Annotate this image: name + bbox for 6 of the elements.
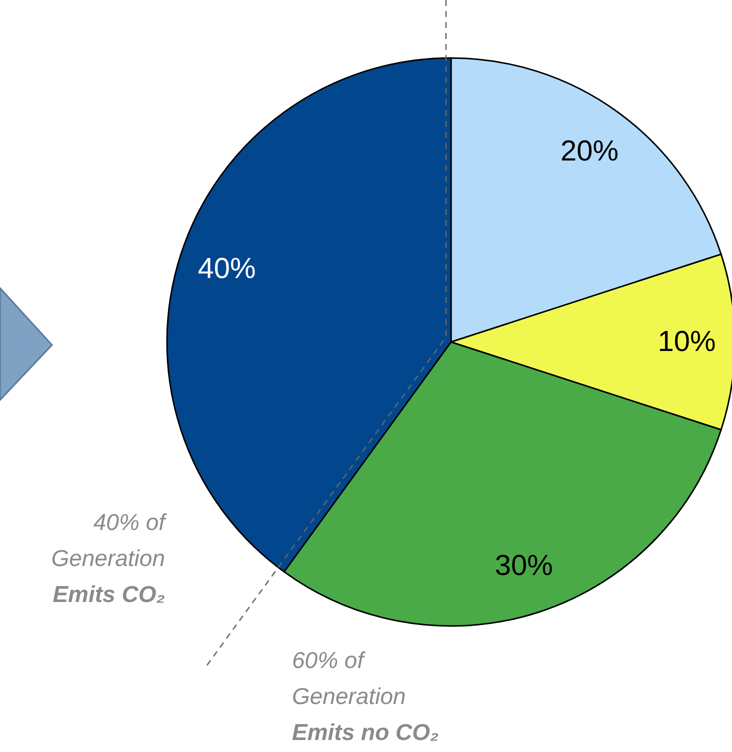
data-label: 30% <box>494 550 553 582</box>
data-label: 20% <box>560 135 619 168</box>
text: 40% of Generation Emits CO₂ <box>51 509 168 607</box>
data-label: 40% <box>198 253 256 286</box>
text: 60% of Generation Emits no CO₂ <box>292 647 440 745</box>
data-label: 10% <box>658 326 716 358</box>
